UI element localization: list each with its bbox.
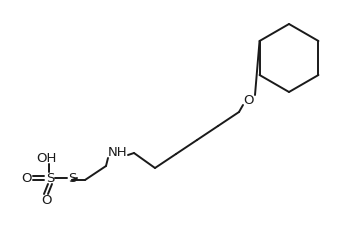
Text: O: O bbox=[41, 193, 51, 206]
Text: OH: OH bbox=[36, 151, 56, 164]
Text: NH: NH bbox=[108, 146, 128, 160]
Text: O: O bbox=[244, 94, 254, 106]
Text: S: S bbox=[68, 172, 76, 184]
Text: S: S bbox=[46, 172, 54, 184]
Text: O: O bbox=[22, 172, 32, 184]
